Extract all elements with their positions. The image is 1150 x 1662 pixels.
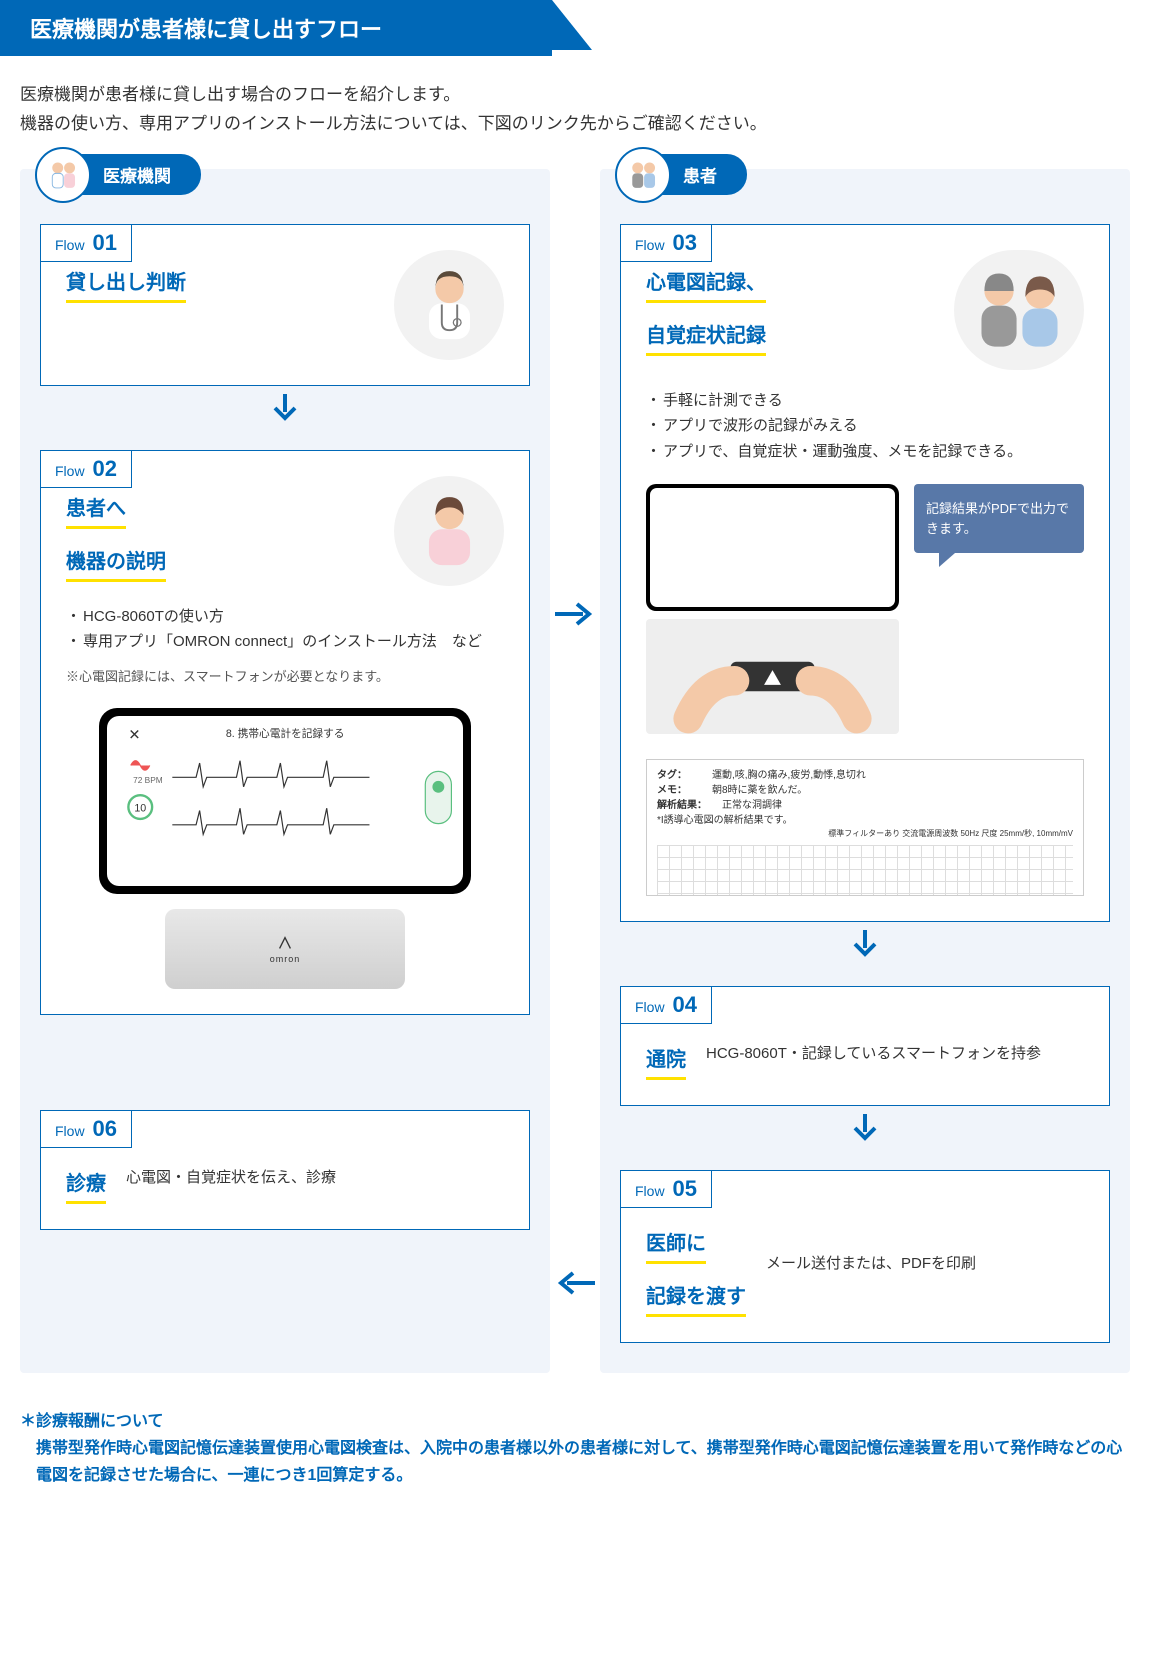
flow-02-note: ※心電図記録には、スマートフォンが必要となります。 [66, 667, 504, 688]
flow-06-desc: 心電図・自覚症状を伝え、診療 [126, 1165, 336, 1191]
record-phone-hands [646, 484, 899, 734]
header-title: 医療機関が患者様に貸し出すフロー [30, 17, 382, 42]
flow-04-desc: HCG-8060T・記録しているスマートフォンを持参 [706, 1041, 1041, 1067]
arrow-04-05 [620, 1114, 1110, 1150]
group-label-medical: 医療機関 [35, 147, 201, 203]
arrow-05-06 [555, 1268, 595, 1303]
phone-caption: 8. 携帯心電計を記録する [226, 727, 345, 740]
flow-tag-01: Flow 01 [40, 224, 132, 262]
patient-icon [615, 147, 671, 203]
ecg-report: タグ： 運動,咳,胸の痛み,疲労,動悸,息切れ メモ： 朝8時に薬を飲んだ。 解… [646, 759, 1084, 896]
page-header-banner: 医療機関が患者様に貸し出すフロー [0, 0, 552, 56]
flow-01-title: 貸し出し判断 [66, 268, 186, 303]
group-label-patient: 患者 [615, 147, 747, 203]
column-medical: 医療機関 Flow 01 貸し出し判断 Flow 02 [20, 169, 550, 1373]
nurse-avatar [394, 476, 504, 586]
flow-card-05: Flow 05 医師に 記録を渡す メール送付または、PDFを印刷 [620, 1170, 1110, 1343]
flow-card-03: Flow 03 心電図記録、 自覚症状記録 手軽に計測できる [620, 224, 1110, 922]
arrow-03-04 [620, 930, 1110, 966]
flow-06-title: 診療 [66, 1169, 106, 1204]
footnote-head: ＊診療報酬について [20, 1408, 1130, 1435]
arrow-01-02 [40, 394, 530, 430]
doctor-avatar [394, 250, 504, 360]
svg-text:72 BPM: 72 BPM [133, 775, 163, 785]
flow-columns: 医療機関 Flow 01 貸し出し判断 Flow 02 [0, 169, 1150, 1373]
flow-02-title-1: 患者へ [66, 494, 126, 529]
speech-bubble: 記録結果がPDFで出力できます。 [914, 484, 1084, 553]
flow-03-bullet-0: 手軽に計測できる [646, 388, 1084, 414]
column-patient: 患者 Flow 03 心電図記録、 自覚症状記録 [600, 169, 1130, 1373]
patient-avatar [954, 250, 1084, 370]
device-brand: omron [270, 954, 301, 964]
flow-02-body: HCG-8060Tの使い方 専用アプリ「OMRON connect」のインストー… [66, 604, 504, 688]
flow-02-bullet-1: 専用アプリ「OMRON connect」のインストール方法 など [66, 629, 504, 655]
intro-line2: 機器の使い方、専用アプリのインストール方法については、下図のリンク先からご確認く… [20, 110, 1130, 139]
footnote: ＊診療報酬について 携帯型発作時心電図記憶伝達装置使用心電図検査は、入院中の患者… [0, 1373, 1150, 1510]
flow-03-bullet-1: アプリで波形の記録がみえる [646, 413, 1084, 439]
footnote-body: 携帯型発作時心電図記憶伝達装置使用心電図検査は、入院中の患者様以外の患者様に対し… [20, 1435, 1130, 1489]
flow-04-title: 通院 [646, 1045, 686, 1080]
phone-mockup: 8. 携帯心電計を記録する ✕ 72 BPM 10 [99, 708, 471, 894]
intro-line1: 医療機関が患者様に貸し出す場合のフローを紹介します。 [20, 81, 1130, 110]
flow-03-title-2: 自覚症状記録 [646, 321, 766, 356]
flow-tag-02: Flow 02 [40, 450, 132, 488]
flow-03-bullet-2: アプリで、自覚症状・運動強度、メモを記録できる。 [646, 439, 1084, 465]
flow-03-title-1: 心電図記録、 [646, 268, 766, 303]
flow-card-06: Flow 06 診療 心電図・自覚症状を伝え、診療 [40, 1110, 530, 1230]
svg-text:✕: ✕ [128, 727, 140, 743]
flow-05-desc: メール送付または、PDFを印刷 [766, 1251, 976, 1277]
flow-03-record-row: 記録結果がPDFで出力できます。 [646, 484, 1084, 734]
flow-tag-05: Flow 05 [620, 1170, 712, 1208]
speech-text: 記録結果がPDFで出力できます。 [926, 501, 1069, 536]
flow-05-title-1: 医師に [646, 1229, 706, 1264]
flow-03-body: 手軽に計測できる アプリで波形の記録がみえる アプリで、自覚症状・運動強度、メモ… [646, 388, 1084, 465]
flow-02-bullet-0: HCG-8060Tの使い方 [66, 604, 504, 630]
flow-tag-04: Flow 04 [620, 986, 712, 1024]
flow-card-01: Flow 01 貸し出し判断 [40, 224, 530, 386]
flow-card-02: Flow 02 患者へ 機器の説明 HCG-8060Tの使い方 専用アプリ「OM… [40, 450, 530, 1015]
svg-text:10: 10 [134, 802, 146, 814]
arrow-02-03 [555, 599, 595, 634]
device-bar: omron [165, 909, 406, 989]
medical-staff-icon [35, 147, 91, 203]
flow-tag-06: Flow 06 [40, 1110, 132, 1148]
flow-tag-03: Flow 03 [620, 224, 712, 262]
flow-card-04: Flow 04 通院 HCG-8060T・記録しているスマートフォンを持参 [620, 986, 1110, 1106]
ecg-grid [657, 845, 1073, 895]
flow-05-title-2: 記録を渡す [646, 1282, 746, 1317]
flow-02-title-2: 機器の説明 [66, 547, 166, 582]
